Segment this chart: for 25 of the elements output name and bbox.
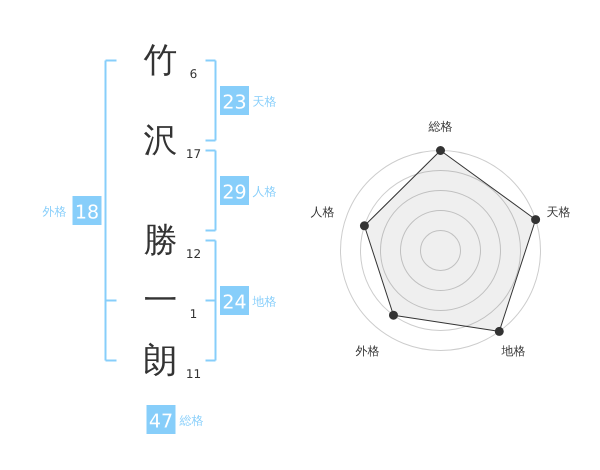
text: 24 (222, 292, 247, 314)
spoke-label: 地格 (500, 344, 526, 358)
category-label: 勝 (144, 220, 178, 260)
text: 47 (148, 410, 174, 432)
spoke-label: 外格 (356, 344, 380, 358)
text: 人格 (252, 184, 276, 198)
text: 29 (222, 182, 247, 204)
text: 総格 (178, 414, 204, 428)
spoke-label: 総格 (428, 120, 452, 134)
text: 天格 (252, 94, 276, 108)
data-label: 17 (186, 147, 202, 161)
spoke-label: 天格 (546, 205, 570, 220)
category-label: 朗 (144, 340, 178, 380)
data-label: 6 (190, 67, 198, 81)
text: 18 (74, 202, 100, 224)
text: 外格 (42, 204, 66, 218)
text: 23 (222, 92, 247, 114)
spoke-label: 人格 (310, 205, 335, 220)
category-label: 竹 (144, 40, 178, 80)
data-label: 11 (186, 367, 202, 381)
category-label: 一 (144, 280, 178, 320)
data-label: 1 (190, 307, 198, 321)
data-label: 12 (186, 247, 202, 261)
text: 地格 (252, 294, 276, 308)
category-label: 沢 (144, 120, 178, 160)
